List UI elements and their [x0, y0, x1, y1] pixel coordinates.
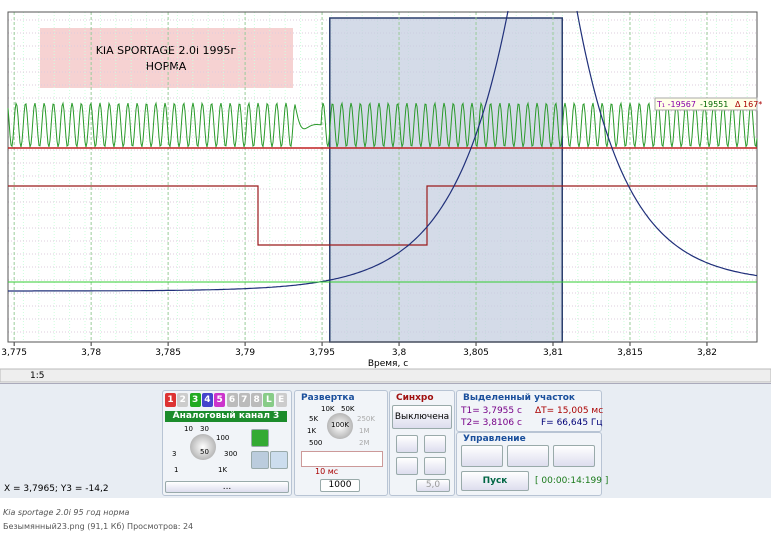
dial-label: 30 — [200, 425, 209, 433]
sweep-period: 10 мс — [315, 467, 339, 476]
dial-label: 500 — [309, 439, 323, 447]
mode-button[interactable] — [553, 445, 595, 467]
channel-tab[interactable]: 6 — [226, 393, 238, 407]
x-tick-label: 3,82 — [697, 348, 717, 358]
dial-label: 50 — [200, 448, 209, 456]
rise-button[interactable] — [396, 435, 418, 453]
t2: T2= 3,8106 c — [461, 418, 522, 428]
caption-title: Kia sportage 2.0i 95 год норма — [3, 508, 130, 517]
knob — [190, 434, 216, 460]
trace-green — [7, 101, 758, 149]
play-button[interactable] — [251, 451, 269, 469]
x-tick-label: 3,805 — [463, 348, 489, 358]
start-button[interactable]: Пуск — [461, 471, 529, 491]
power-button[interactable] — [251, 429, 269, 447]
control-title: Управление — [463, 434, 526, 444]
x-tick-label: 3,775 — [1, 348, 27, 358]
knob — [327, 413, 353, 439]
gain-dial: 10 30 100 3 300 1 50 1K — [168, 424, 248, 479]
dial-label: 100K — [331, 421, 349, 429]
channel-tab[interactable]: L — [263, 393, 275, 407]
more-button[interactable]: ... — [165, 481, 289, 493]
sweep-title: Развертка — [301, 393, 355, 403]
note-line: НОРМА — [146, 60, 187, 73]
x-tick-label: 3,78 — [81, 348, 101, 358]
x-tick-label: 3,785 — [155, 348, 181, 358]
sync-mode-button[interactable]: Выключена — [392, 405, 452, 429]
status: X = 3,7965; Y3 = -14,2 — [4, 484, 109, 494]
dial-label: 3 — [172, 450, 177, 458]
dial-label: 1K — [307, 427, 317, 435]
dial-label: 10K — [321, 405, 335, 413]
dt: ΔT= 15,005 мс — [535, 406, 604, 416]
x-tick-label: 3,81 — [543, 348, 563, 358]
cursor-value: Δ 167* — [735, 100, 762, 109]
channel-title: Аналоговый канал 3 — [165, 411, 287, 422]
selection — [329, 17, 563, 343]
cursor-value: T₁ -19567 — [656, 100, 696, 109]
dial-label: 10 — [184, 425, 193, 433]
zoom-label: 1:5 — [30, 371, 44, 381]
dial-label: 100 — [216, 434, 230, 442]
note-line: KIA SPORTAGE 2.0i 1995г — [96, 44, 237, 57]
post-button[interactable] — [424, 457, 446, 475]
dial-label: 50K — [341, 405, 355, 413]
trace-darkred — [8, 185, 757, 246]
channel-tab[interactable]: 2 — [177, 393, 189, 407]
dial-label: 250K — [357, 415, 375, 423]
x-tick-label: 3,815 — [617, 348, 643, 358]
sweep-dial: 10K 50K 5K 100K 250K 1K 1M 500 2M — [297, 405, 385, 455]
x-axis-label: Время, с — [368, 359, 408, 369]
cursor-value: -19551 — [700, 100, 728, 109]
selection-title: Выделенный участок — [463, 393, 576, 403]
freq: F= 66,645 Гц — [541, 418, 603, 428]
count-spinner[interactable]: 1000 — [320, 479, 360, 492]
x-tick-label: 3,8 — [392, 348, 407, 358]
control-section: Управление Пуск [ 00:00:14:199 ] — [456, 432, 608, 496]
dial-label: 5K — [309, 415, 319, 423]
t1: T1= 3,7955 c — [461, 406, 522, 416]
timer: [ 00:00:14:199 ] — [535, 476, 609, 486]
dial-label: 300 — [224, 450, 238, 458]
fall-button[interactable] — [424, 435, 446, 453]
dial-label: 1 — [174, 466, 179, 474]
cursor-box — [654, 97, 758, 111]
channel-tab[interactable]: 4 — [201, 393, 213, 407]
wave-icon — [301, 451, 383, 467]
sync-title: Синхро — [396, 393, 434, 403]
calc-button[interactable] — [270, 451, 288, 469]
dial-label: 1K — [218, 466, 228, 474]
dial-label: 2M — [359, 439, 370, 447]
note-box — [40, 28, 293, 88]
scrollbar — [0, 368, 771, 383]
pre-button[interactable] — [396, 457, 418, 475]
x-tick-label: 3,79 — [235, 348, 255, 358]
channel-tab[interactable]: 8 — [251, 393, 263, 407]
channel-tab[interactable]: 1 — [165, 393, 176, 407]
channel-tab[interactable]: 5 — [214, 393, 226, 407]
trace-blue — [8, 10, 758, 292]
mode-button[interactable] — [461, 445, 503, 467]
plot-frame — [7, 11, 758, 343]
level-spinner[interactable]: 5,0 — [416, 479, 450, 492]
x-tick-label: 3,795 — [309, 348, 335, 358]
channel-tab[interactable]: 3 — [189, 393, 201, 407]
channel-tab[interactable]: E — [275, 393, 287, 407]
sweep-section: Развертка 10K 50K 5K 100K 250K 1K 1M 500 2M 10 м… — [294, 390, 388, 496]
channel-tab[interactable]: 7 — [238, 393, 250, 407]
selection-section: Выделенный участок T1= 3,7955 c ΔT= 15,0… — [456, 390, 604, 432]
mode-button[interactable] — [507, 445, 549, 467]
caption-file: Безымянный23.png (91,1 Кб) Просмотров: 2… — [3, 522, 194, 531]
dial-label: 1M — [359, 427, 370, 435]
oscilloscope-plot: KIA SPORTAGE 2.0i 1995г НОРМА Время, с 1… — [0, 10, 771, 383]
sync-section: Синхро Выключена 5,0 — [389, 390, 455, 496]
